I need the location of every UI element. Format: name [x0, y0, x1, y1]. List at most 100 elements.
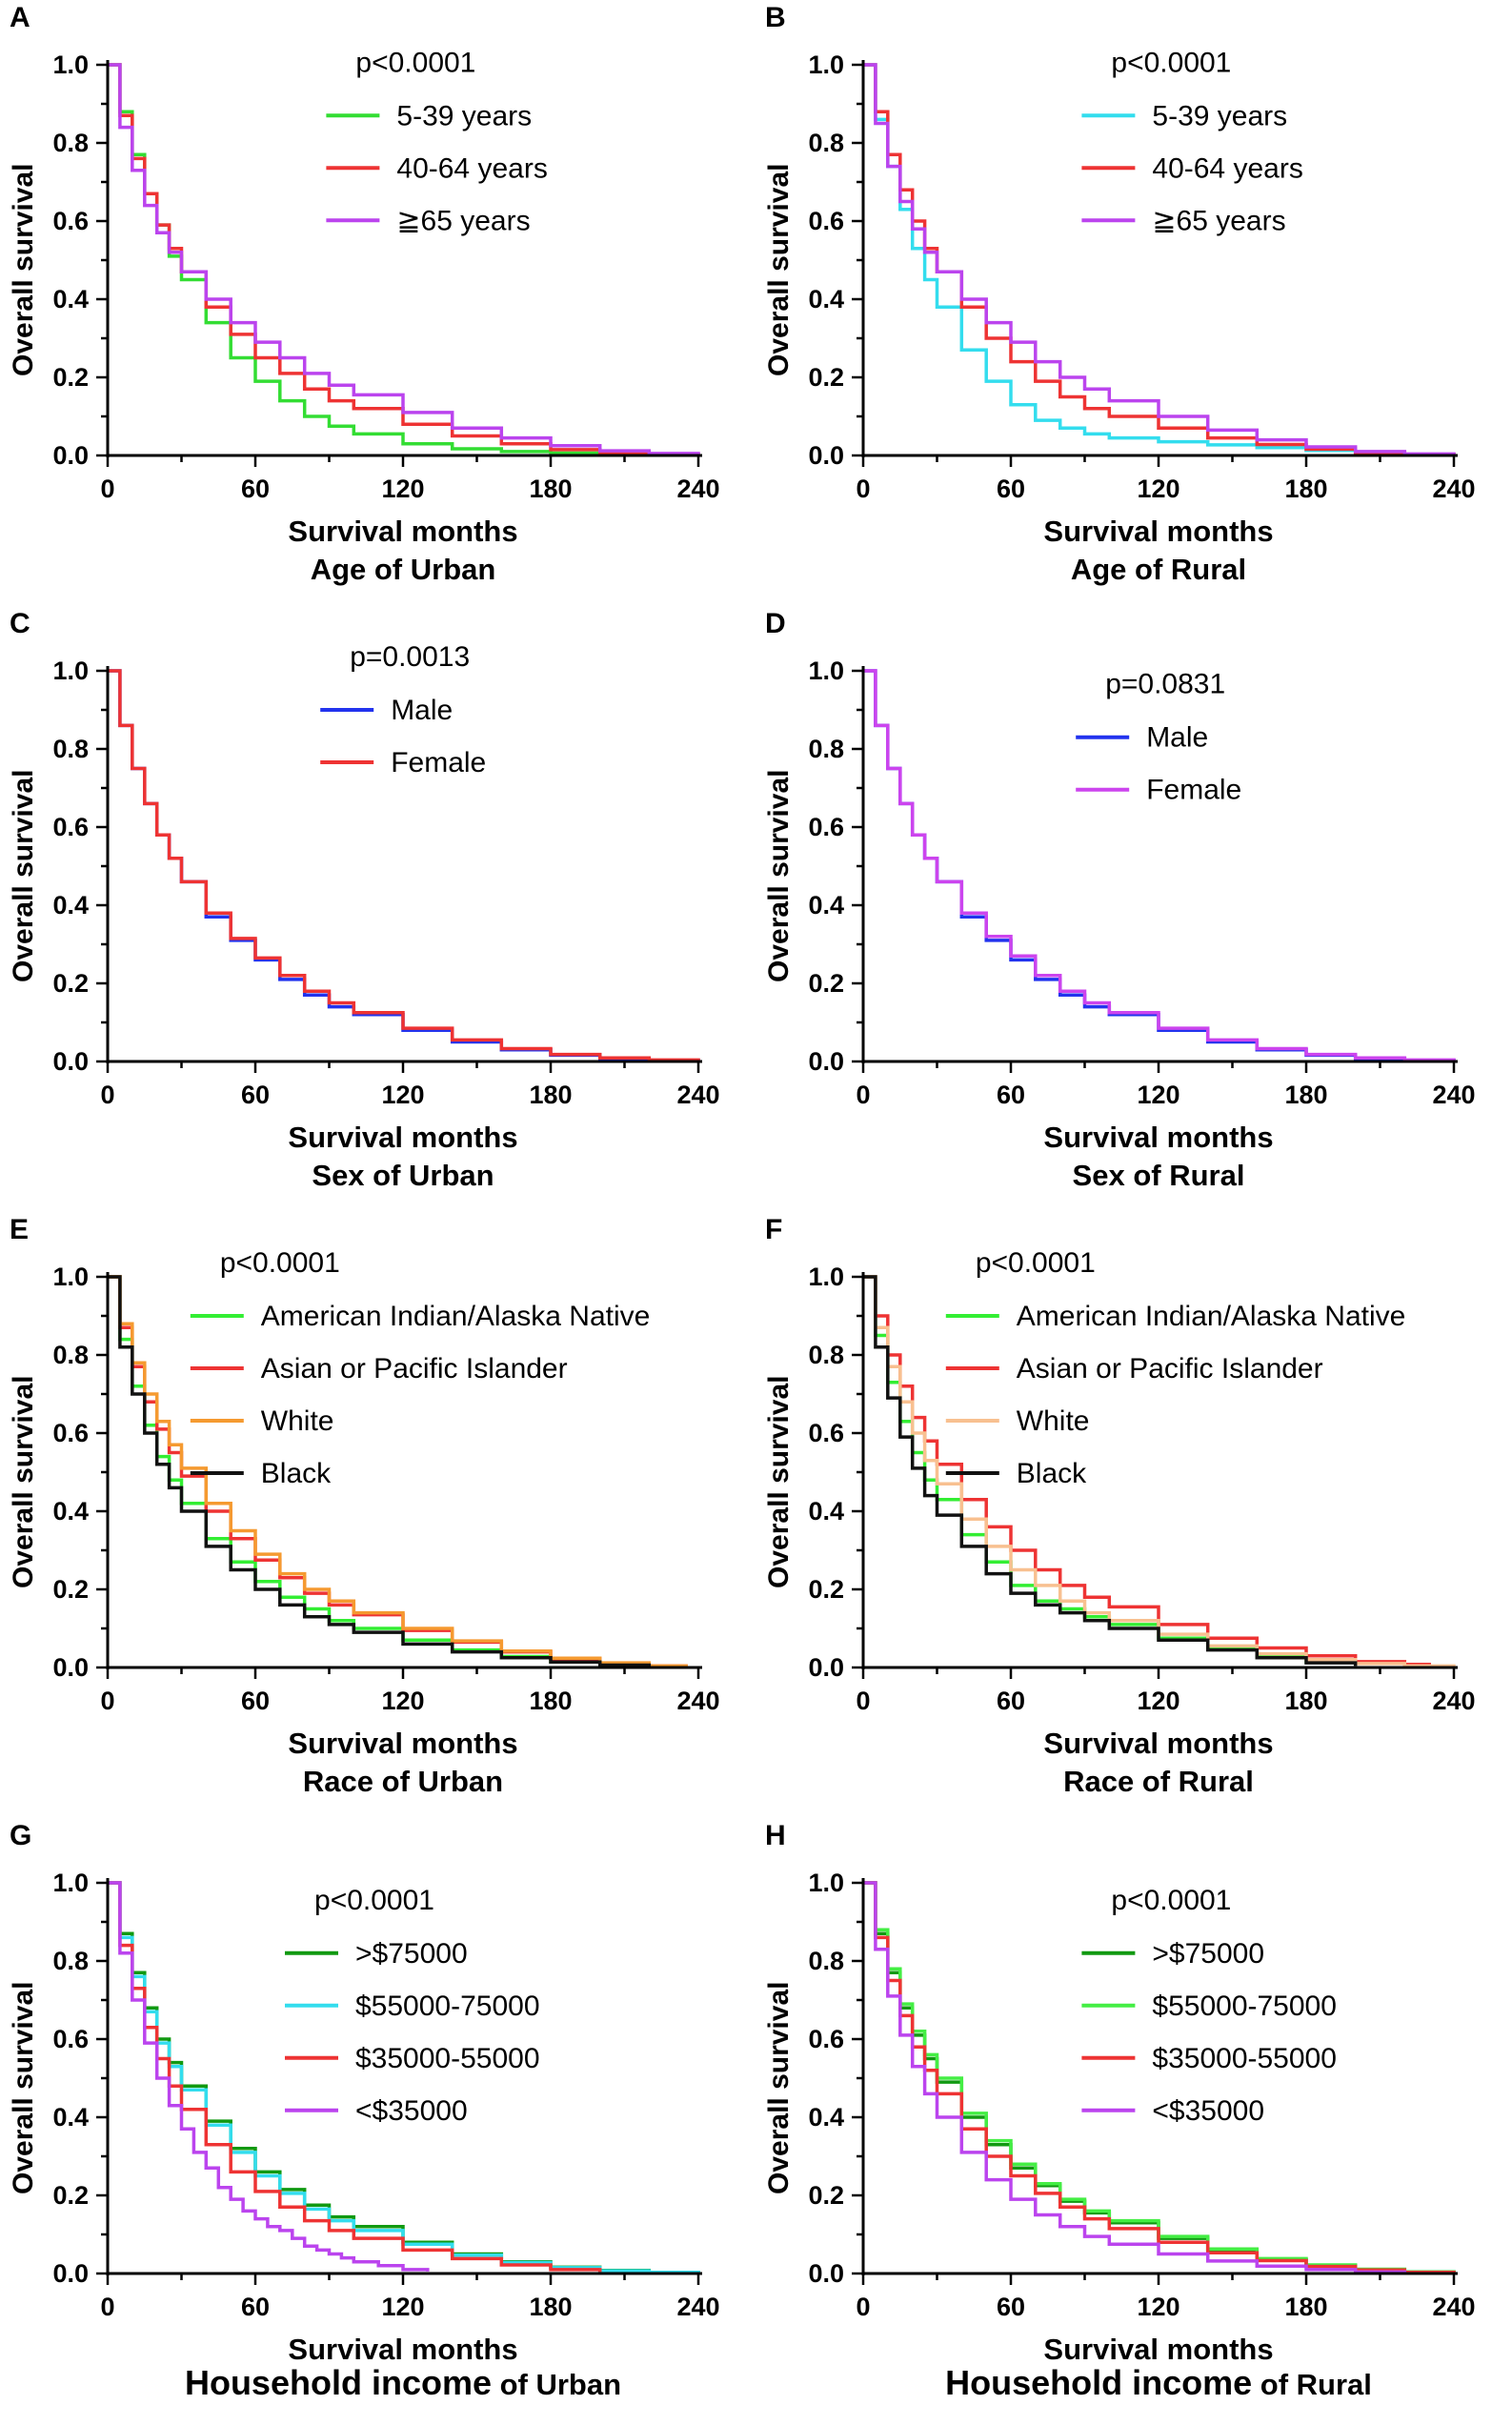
y-tick-label: 0.6 — [808, 2025, 844, 2053]
p-value-label: p<0.0001 — [220, 1247, 340, 1279]
y-tick-label: 0.8 — [52, 1947, 89, 1975]
y-tick-label: 0.0 — [808, 2259, 844, 2288]
survival-curve-2 — [863, 669, 1456, 1062]
legend-label: White — [261, 1405, 334, 1437]
survival-curve-3 — [863, 1881, 1456, 2274]
panel-subtitle: Household income of Urban — [108, 2363, 698, 2403]
panel-a: A Overall survival Survival months Age of U… — [0, 0, 756, 606]
legend-label: $35000-55000 — [355, 2043, 540, 2074]
p-value-label: p=0.0013 — [350, 641, 470, 673]
legend-label: American Indian/Alaska Native — [261, 1301, 651, 1332]
y-tick-label: 0.8 — [808, 129, 844, 157]
x-tick-label: 240 — [1432, 475, 1475, 503]
panel-letter: F — [765, 1214, 783, 1245]
panel-subtitle: Sex of Rural — [1072, 1159, 1245, 1192]
p-value-label: p=0.0831 — [1105, 669, 1225, 700]
km-plot: 0.0 0.2 0.4 0.6 0.8 1.0 0 60 120 180 240 p<0.0001 Am… — [808, 1247, 1475, 1715]
y-tick-label: 0.4 — [52, 1497, 89, 1526]
y-tick-label: 0.0 — [52, 1047, 89, 1076]
survival-curve-4 — [108, 1275, 652, 1667]
legend-label: Asian or Pacific Islander — [261, 1353, 568, 1384]
y-tick-label: 0.8 — [808, 1341, 844, 1369]
km-plot: 0.0 0.2 0.4 0.6 0.8 1.0 0 60 120 180 240 p<0.0001 5-… — [52, 47, 719, 503]
p-value-label: p<0.0001 — [1111, 47, 1231, 78]
y-tick-label: 1.0 — [52, 657, 89, 685]
y-tick-label: 0.4 — [52, 2103, 89, 2132]
legend-label: Black — [261, 1458, 332, 1489]
y-tick-label: 1.0 — [808, 1869, 844, 1897]
panel-f: F Overall survival Survival months Race of … — [756, 1212, 1511, 1818]
km-plot: 0.0 0.2 0.4 0.6 0.8 1.0 0 60 120 180 240 p<0.0001 5-… — [808, 47, 1475, 503]
y-tick-label: 0.4 — [808, 891, 844, 919]
x-axis-label: Survival months — [1043, 2333, 1274, 2366]
y-tick-label: 0.2 — [808, 2181, 844, 2210]
legend-label: Female — [1146, 775, 1241, 806]
y-tick-label: 0.8 — [52, 1341, 89, 1369]
panel-h: H Overall survival Survival months Househol… — [756, 1818, 1511, 2424]
x-tick-label: 60 — [241, 1687, 270, 1715]
x-tick-label: 120 — [381, 1687, 424, 1715]
x-tick-label: 240 — [676, 475, 719, 503]
x-tick-label: 240 — [676, 1687, 719, 1715]
x-tick-label: 60 — [997, 1687, 1025, 1715]
x-tick-label: 180 — [1284, 1687, 1327, 1715]
p-value-label: p<0.0001 — [355, 47, 475, 78]
km-plot: 0.0 0.2 0.4 0.6 0.8 1.0 0 60 120 180 240 p<0.0001 >$… — [808, 1869, 1475, 2321]
y-tick-label: 0.8 — [808, 1947, 844, 1975]
y-tick-label: 0.6 — [52, 1419, 89, 1447]
panel-e: E Overall survival Survival months Race of … — [0, 1212, 756, 1818]
y-tick-label: 0.8 — [808, 735, 844, 763]
x-tick-label: 120 — [1137, 2293, 1179, 2321]
km-plot: 0.0 0.2 0.4 0.6 0.8 1.0 0 60 120 180 240 p<0.0001 Am… — [52, 1247, 719, 1715]
x-axis-label: Survival months — [288, 1727, 518, 1760]
legend-label: 40-64 years — [1152, 152, 1302, 184]
x-tick-label: 240 — [1432, 2293, 1475, 2321]
y-tick-label: 1.0 — [808, 1263, 844, 1291]
legend-label: Black — [1017, 1458, 1087, 1489]
panel-subtitle: Sex of Urban — [312, 1159, 494, 1192]
panel-letter: B — [765, 2, 786, 33]
y-tick-label: 1.0 — [808, 51, 844, 79]
p-value-label: p<0.0001 — [976, 1247, 1096, 1279]
x-axis-label: Survival months — [288, 1121, 518, 1154]
panel-letter: H — [765, 1820, 786, 1851]
panel-b: B Overall survival Survival months Age of R… — [756, 0, 1511, 606]
legend-label: American Indian/Alaska Native — [1017, 1301, 1406, 1332]
y-tick-label: 0.8 — [52, 129, 89, 157]
panel-g: G Overall survival Survival months Househol… — [0, 1818, 756, 2424]
y-tick-label: 0.0 — [52, 441, 89, 470]
legend-label: >$75000 — [1152, 1938, 1264, 1970]
x-tick-label: 60 — [241, 1081, 270, 1109]
p-value-label: p<0.0001 — [314, 1885, 434, 1916]
panel-letter: G — [10, 1820, 32, 1851]
survival-curve-3 — [863, 63, 1456, 456]
x-tick-label: 120 — [381, 2293, 424, 2321]
x-tick-label: 180 — [529, 1687, 572, 1715]
km-plot: 0.0 0.2 0.4 0.6 0.8 1.0 0 60 120 180 240 p<0.0001 >$… — [52, 1869, 719, 2321]
survival-curve-4 — [863, 1881, 1407, 2274]
x-tick-label: 120 — [1137, 475, 1179, 503]
survival-curve-1 — [863, 63, 1382, 455]
panel-c: C Overall survival Survival months Sex of U… — [0, 606, 756, 1212]
legend-label: 5-39 years — [1152, 100, 1287, 131]
y-tick-label: 0.4 — [808, 285, 844, 313]
x-tick-label: 180 — [1284, 475, 1327, 503]
legend-label: <$35000 — [355, 2095, 468, 2127]
x-axis-label: Survival months — [288, 2333, 518, 2366]
legend-label: <$35000 — [1152, 2095, 1264, 2127]
panel-letter: D — [765, 608, 786, 639]
legend-label: ≧65 years — [1152, 205, 1285, 236]
survival-curve-2 — [863, 1275, 1431, 1667]
x-tick-label: 240 — [1432, 1687, 1475, 1715]
y-tick-label: 0.6 — [808, 207, 844, 235]
x-tick-label: 180 — [529, 2293, 572, 2321]
y-tick-label: 0.4 — [808, 1497, 844, 1526]
x-tick-label: 0 — [856, 475, 870, 503]
y-tick-label: 0.8 — [52, 735, 89, 763]
x-tick-label: 0 — [100, 2293, 114, 2321]
legend-label: $55000-75000 — [1152, 1991, 1337, 2022]
legend-label: >$75000 — [355, 1938, 468, 1970]
panel-d: D Overall survival Survival months Sex of R… — [756, 606, 1511, 1212]
y-tick-label: 0.0 — [808, 1047, 844, 1076]
panel-subtitle: Household income of Rural — [863, 2363, 1454, 2403]
